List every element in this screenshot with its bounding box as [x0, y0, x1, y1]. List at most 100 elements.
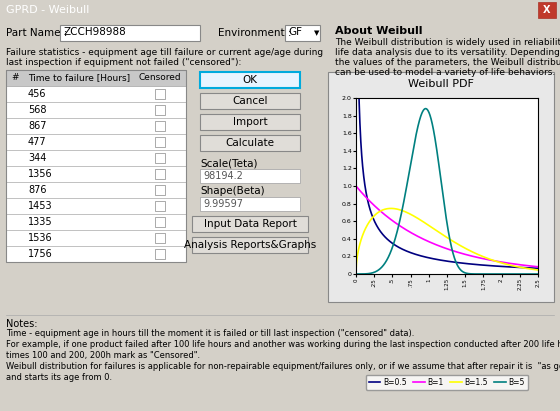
- Text: 456: 456: [28, 89, 46, 99]
- B=5: [498, 272, 505, 277]
- Text: life data analysis due to its versatility. Depending on: life data analysis due to its versatilit…: [335, 48, 560, 57]
- Text: Part Name :: Part Name :: [6, 28, 67, 38]
- Text: #: #: [11, 74, 18, 83]
- B=1.5: [535, 268, 542, 272]
- B=1: [535, 264, 542, 269]
- Text: Failure statistics - equipment age till failure or current age/age during: Failure statistics - equipment age till …: [6, 48, 323, 57]
- Text: Time to failure [Hours]: Time to failure [Hours]: [28, 74, 130, 83]
- B=1: [426, 240, 433, 245]
- Text: Notes:: Notes:: [6, 319, 38, 329]
- Text: 344: 344: [28, 153, 46, 163]
- Line: B=0.5: B=0.5: [356, 0, 538, 268]
- B=1: [494, 259, 501, 264]
- FancyBboxPatch shape: [6, 118, 186, 134]
- Text: Time - equipment age in hours till the moment it is failed or till last inspecti: Time - equipment age in hours till the m…: [6, 329, 414, 338]
- FancyBboxPatch shape: [155, 249, 165, 259]
- Text: OK: OK: [242, 75, 258, 85]
- FancyBboxPatch shape: [200, 93, 300, 109]
- FancyBboxPatch shape: [155, 153, 165, 163]
- Text: 1536: 1536: [28, 233, 53, 243]
- B=5: [353, 272, 360, 277]
- FancyBboxPatch shape: [60, 25, 200, 41]
- Text: X: X: [543, 5, 550, 15]
- FancyBboxPatch shape: [6, 198, 186, 214]
- FancyBboxPatch shape: [6, 102, 186, 118]
- FancyBboxPatch shape: [155, 105, 165, 115]
- B=5: [427, 112, 433, 117]
- FancyBboxPatch shape: [6, 134, 186, 150]
- FancyBboxPatch shape: [6, 214, 186, 230]
- Text: Import: Import: [233, 117, 267, 127]
- Text: Cancel: Cancel: [232, 96, 268, 106]
- Text: can be used to model a variety of life behaviors.: can be used to model a variety of life b…: [335, 68, 556, 77]
- Text: last inspection if equipment not failed ("censored"):: last inspection if equipment not failed …: [6, 58, 241, 67]
- FancyBboxPatch shape: [155, 121, 165, 131]
- Text: 98194.2: 98194.2: [203, 171, 243, 181]
- FancyBboxPatch shape: [6, 182, 186, 198]
- Text: 867: 867: [28, 121, 46, 131]
- FancyBboxPatch shape: [285, 25, 320, 41]
- B=1.5: [498, 261, 505, 266]
- B=1.5: [388, 206, 394, 211]
- B=5: [494, 272, 501, 277]
- FancyBboxPatch shape: [155, 233, 165, 243]
- Text: 477: 477: [28, 137, 46, 147]
- B=0.5: [371, 219, 378, 224]
- B=1.5: [427, 224, 433, 229]
- Text: Calculate: Calculate: [226, 138, 274, 148]
- B=0.5: [494, 264, 501, 269]
- FancyBboxPatch shape: [200, 114, 300, 130]
- FancyBboxPatch shape: [155, 201, 165, 211]
- Line: B=1: B=1: [356, 186, 538, 267]
- FancyBboxPatch shape: [155, 169, 165, 179]
- B=5: [422, 106, 429, 111]
- B=0.5: [498, 264, 505, 269]
- FancyBboxPatch shape: [538, 2, 556, 18]
- Text: Scale(Teta): Scale(Teta): [200, 158, 258, 168]
- FancyBboxPatch shape: [155, 137, 165, 147]
- Text: Input Data Report: Input Data Report: [204, 219, 296, 229]
- B=1.5: [433, 228, 440, 233]
- Text: GPRD - Weibull: GPRD - Weibull: [6, 5, 90, 15]
- FancyBboxPatch shape: [6, 246, 186, 262]
- Text: 876: 876: [28, 185, 46, 195]
- Text: Censored: Censored: [139, 74, 181, 83]
- B=1: [433, 242, 440, 247]
- B=1.5: [494, 259, 501, 264]
- Line: B=1.5: B=1.5: [356, 208, 538, 270]
- B=1: [353, 184, 360, 189]
- Text: Environment :: Environment :: [218, 28, 292, 38]
- FancyBboxPatch shape: [192, 216, 308, 232]
- Text: the values of the parameters, the Weibull distribution: the values of the parameters, the Weibul…: [335, 58, 560, 67]
- Line: B=5: B=5: [356, 109, 538, 274]
- Text: GF: GF: [288, 27, 302, 37]
- Text: About Weibull: About Weibull: [335, 26, 422, 36]
- Text: Analysis Reports&Graphs: Analysis Reports&Graphs: [184, 240, 316, 250]
- Text: 1756: 1756: [28, 249, 53, 259]
- B=0.5: [535, 266, 542, 271]
- B=0.5: [433, 257, 440, 262]
- Text: times 100 and 200, 200h mark as "Censored".: times 100 and 200, 200h mark as "Censore…: [6, 351, 200, 360]
- Text: ZCCH98988: ZCCH98988: [63, 27, 126, 37]
- FancyBboxPatch shape: [192, 237, 308, 253]
- FancyBboxPatch shape: [6, 230, 186, 246]
- Text: For example, if one product failed after 100 life hours and another was working : For example, if one product failed after…: [6, 340, 560, 349]
- B=1.5: [353, 268, 360, 272]
- FancyBboxPatch shape: [6, 166, 186, 182]
- Text: 1453: 1453: [28, 201, 53, 211]
- FancyBboxPatch shape: [155, 89, 165, 99]
- Text: ▼: ▼: [314, 30, 319, 36]
- FancyBboxPatch shape: [200, 72, 300, 88]
- Text: Weibull distribution for failures is applicable for non-repairable equipment/fai: Weibull distribution for failures is app…: [6, 362, 560, 371]
- B=1: [478, 256, 484, 261]
- FancyBboxPatch shape: [6, 86, 186, 102]
- B=0.5: [478, 263, 484, 268]
- Text: 1356: 1356: [28, 169, 53, 179]
- B=1: [498, 260, 505, 265]
- B=5: [478, 272, 484, 277]
- FancyBboxPatch shape: [155, 185, 165, 195]
- FancyBboxPatch shape: [6, 150, 186, 166]
- B=1.5: [371, 213, 378, 218]
- Text: 9.99597: 9.99597: [203, 199, 243, 209]
- Legend: B=0.5, B=1, B=1.5, B=5: B=0.5, B=1, B=1.5, B=5: [366, 374, 528, 390]
